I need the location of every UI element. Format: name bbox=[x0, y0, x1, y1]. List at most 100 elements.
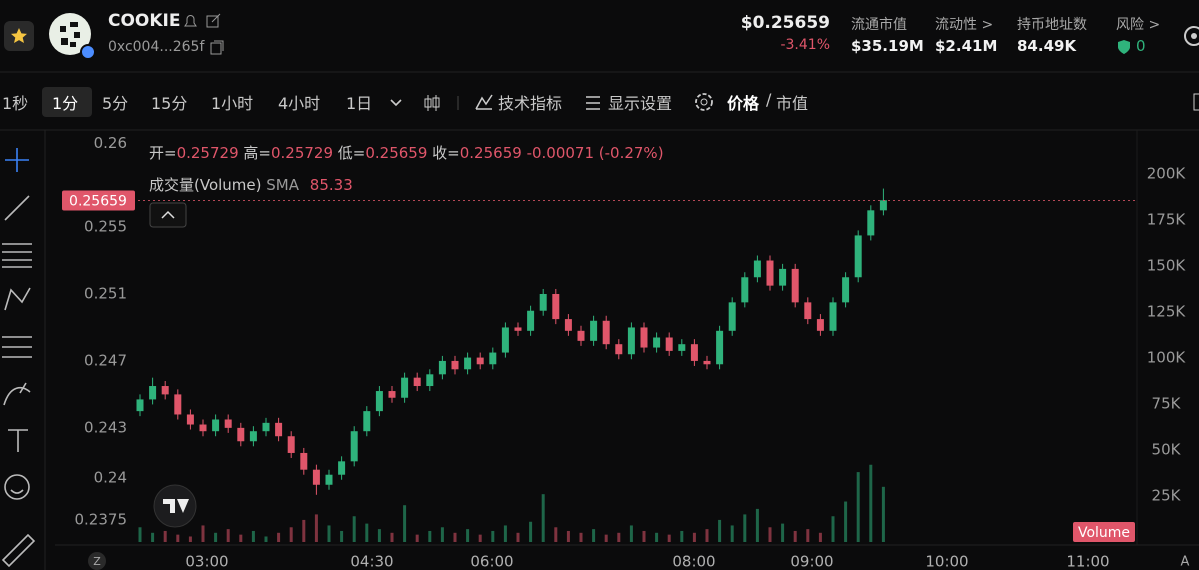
price-mode-button[interactable]: 价格 bbox=[727, 94, 760, 113]
corner-right-text[interactable]: A bbox=[1181, 555, 1190, 570]
candle-body bbox=[602, 320, 610, 345]
drawing-tools bbox=[1, 148, 36, 568]
candle-body bbox=[149, 386, 157, 400]
toolbar-icons[interactable] bbox=[388, 94, 468, 112]
candle-body bbox=[186, 414, 194, 425]
channel-tool[interactable] bbox=[2, 336, 32, 358]
y2-tick-label: 100K bbox=[1147, 349, 1187, 367]
corner-left-badge[interactable] bbox=[88, 552, 106, 570]
pattern-tool[interactable] bbox=[4, 287, 31, 311]
interval-button[interactable]: 5分 bbox=[102, 94, 129, 113]
interval-button[interactable]: 4小时 bbox=[278, 94, 321, 113]
volume-bar bbox=[176, 534, 180, 542]
volume-bar bbox=[264, 536, 268, 542]
volume-bar bbox=[705, 529, 709, 542]
candle-body bbox=[275, 422, 283, 437]
volume-bar bbox=[844, 501, 848, 542]
y-tick-label: 0.247 bbox=[84, 351, 127, 369]
candle-body bbox=[350, 431, 358, 462]
ruler-tool[interactable] bbox=[1, 533, 36, 568]
candle-body bbox=[401, 377, 409, 398]
line-tool[interactable] bbox=[4, 195, 30, 221]
mcap-mode-button[interactable]: 市值 bbox=[776, 94, 809, 113]
candle-body bbox=[489, 352, 497, 365]
interval-button[interactable]: 1秒 bbox=[2, 94, 29, 113]
y2-tick-label: 75K bbox=[1152, 395, 1182, 413]
token-logo bbox=[49, 13, 96, 60]
collapse-button[interactable] bbox=[149, 202, 187, 228]
volume-bar bbox=[239, 534, 243, 542]
candle-body bbox=[753, 260, 761, 278]
price-change: -3.41% bbox=[780, 37, 830, 53]
candle-body bbox=[766, 260, 774, 286]
stat-value: $2.41M bbox=[935, 37, 998, 55]
settings-icon[interactable] bbox=[1182, 24, 1199, 48]
candle-body bbox=[539, 293, 547, 311]
volume-bar bbox=[541, 494, 545, 542]
ohlc-label: 高= bbox=[243, 144, 271, 162]
stat-value: $35.19M bbox=[851, 37, 924, 55]
volume-bar bbox=[554, 527, 558, 542]
candle-body bbox=[665, 337, 673, 351]
candle-body bbox=[287, 436, 295, 453]
volume-bar bbox=[201, 525, 205, 542]
candle-body bbox=[879, 200, 887, 211]
mode-separator: / bbox=[766, 90, 772, 109]
candle-body bbox=[363, 411, 371, 432]
fullscreen-icon[interactable] bbox=[1193, 93, 1199, 111]
candle-body bbox=[577, 330, 585, 341]
candle-body bbox=[590, 320, 598, 341]
stat-label[interactable]: 风险 > bbox=[1116, 17, 1161, 33]
star-icon bbox=[11, 28, 27, 43]
candle-body bbox=[728, 302, 736, 331]
interval-button[interactable]: 1分 bbox=[52, 94, 79, 113]
candle-body bbox=[312, 469, 320, 485]
display-icon bbox=[586, 96, 600, 110]
interval-button[interactable]: 1日 bbox=[346, 94, 373, 113]
copy-icon[interactable] bbox=[210, 40, 224, 56]
volume-bar bbox=[352, 516, 356, 542]
volume-bar bbox=[453, 532, 457, 542]
volume-bar bbox=[491, 530, 495, 542]
settings-icon[interactable] bbox=[693, 91, 715, 113]
volume-bar bbox=[440, 527, 444, 542]
candle-body bbox=[552, 293, 560, 320]
favorite-button[interactable] bbox=[4, 21, 34, 51]
volume-bar bbox=[529, 521, 533, 542]
y2-tick-label: 25K bbox=[1152, 487, 1182, 505]
fib-tool[interactable] bbox=[2, 243, 32, 268]
x-tick-label: 06:00 bbox=[470, 553, 513, 570]
brush-tool[interactable] bbox=[3, 382, 31, 406]
volume-bar bbox=[818, 532, 822, 542]
candle-body bbox=[249, 431, 257, 442]
tradingview-logo bbox=[153, 484, 197, 528]
interval-button[interactable]: 1小时 bbox=[211, 94, 254, 113]
volume-legend: 成交量(Volume) SMA 85.33 bbox=[149, 174, 353, 195]
volume-bar bbox=[768, 527, 772, 542]
x-tick-label: 11:00 bbox=[1066, 553, 1109, 570]
candle-body bbox=[653, 337, 661, 348]
interval-button[interactable]: 15分 bbox=[151, 94, 188, 113]
volume-bar bbox=[466, 529, 470, 542]
stat-label: 流通市值 bbox=[851, 17, 907, 33]
ohlc-value: 0.25659 bbox=[365, 144, 428, 162]
candle-body bbox=[564, 319, 572, 331]
token-actions[interactable] bbox=[182, 13, 224, 31]
stat-label[interactable]: 流动性 > bbox=[935, 17, 994, 33]
candle-body bbox=[741, 277, 749, 303]
candle-body bbox=[375, 391, 383, 412]
volume-bar bbox=[340, 530, 344, 542]
volume-bar bbox=[516, 532, 520, 542]
text-tool[interactable] bbox=[8, 429, 28, 452]
volume-bar bbox=[629, 525, 633, 542]
candle-body bbox=[690, 344, 698, 361]
emoji-tool[interactable] bbox=[4, 474, 30, 500]
candle-body bbox=[829, 302, 837, 331]
x-tick-label: 04:30 bbox=[350, 553, 393, 570]
display-button[interactable]: 显示设置 bbox=[608, 94, 673, 113]
indicators-button[interactable]: 技术指标 bbox=[498, 94, 563, 113]
volume-bar bbox=[655, 532, 659, 542]
ohlc-legend: 开=0.25729 高=0.25729 低=0.25659 收=0.25659 … bbox=[149, 142, 664, 163]
crosshair-tool[interactable] bbox=[5, 148, 29, 172]
corner-left-text: Z bbox=[93, 555, 101, 568]
